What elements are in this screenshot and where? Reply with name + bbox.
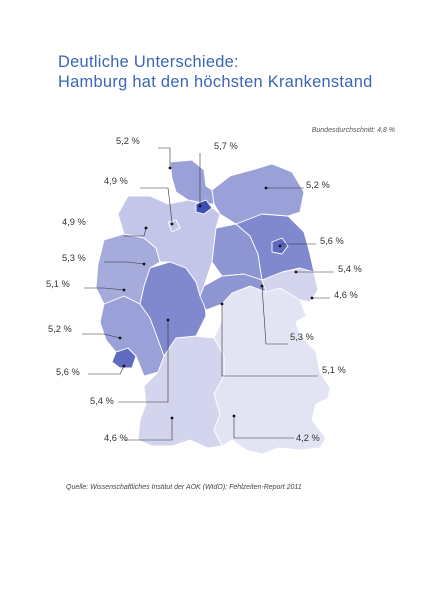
state-schleswig-holstein[interactable] bbox=[169, 159, 215, 205]
svg-text:5,1 %: 5,1 % bbox=[46, 279, 70, 289]
label-nrw-top: 5,3 % bbox=[62, 253, 146, 266]
svg-text:4,9 %: 4,9 % bbox=[104, 176, 128, 186]
label-nds: 4,9 % bbox=[62, 217, 148, 237]
svg-text:5,2 %: 5,2 % bbox=[306, 180, 330, 190]
label-bln: 5,6 % bbox=[278, 236, 344, 248]
source-note: Quelle: Wissenschaftliches Institut der … bbox=[66, 484, 302, 491]
svg-text:4,9 %: 4,9 % bbox=[62, 217, 86, 227]
svg-text:5,4 %: 5,4 % bbox=[338, 264, 362, 274]
svg-text:5,2 %: 5,2 % bbox=[48, 324, 72, 334]
svg-text:4,6 %: 4,6 % bbox=[334, 290, 358, 300]
svg-text:5,3 %: 5,3 % bbox=[62, 253, 86, 263]
svg-text:5,2 %: 5,2 % bbox=[116, 136, 140, 146]
label-hb: 4,9 % bbox=[104, 176, 174, 226]
state-baden-wuerttemberg[interactable] bbox=[137, 335, 225, 449]
svg-text:5,4 %: 5,4 % bbox=[90, 396, 114, 406]
map-title: Deutliche Unterschiede: Hamburg hat den … bbox=[58, 52, 373, 92]
title-line-2: Hamburg hat den höchsten Krankenstand bbox=[58, 73, 373, 91]
label-bb: 5,4 % bbox=[294, 264, 362, 274]
label-hh: 5,7 % bbox=[198, 141, 238, 208]
national-average-note: Bundesdurchschnitt: 4,8 % bbox=[311, 127, 395, 134]
svg-text:4,6 %: 4,6 % bbox=[104, 433, 128, 443]
label-st: 5,3 % bbox=[260, 284, 314, 345]
svg-text:5,6 %: 5,6 % bbox=[320, 236, 344, 246]
label-he: 5,4 % bbox=[90, 318, 170, 406]
label-sn: 4,6 % bbox=[310, 290, 358, 300]
label-sh: 5,2 % bbox=[116, 136, 172, 170]
label-nrw: 5,1 % bbox=[46, 279, 126, 292]
label-bw: 4,6 % bbox=[104, 416, 174, 443]
label-sl: 5,6 % bbox=[56, 364, 126, 377]
svg-text:5,6 %: 5,6 % bbox=[56, 367, 80, 377]
title-line-1: Deutliche Unterschiede: bbox=[58, 53, 239, 71]
svg-text:4,2 %: 4,2 % bbox=[296, 433, 320, 443]
state-bremen[interactable] bbox=[167, 219, 181, 233]
label-rp: 5,2 % bbox=[48, 324, 122, 340]
label-by-south: 4,2 % bbox=[232, 414, 320, 443]
svg-text:5,7 %: 5,7 % bbox=[214, 141, 238, 151]
svg-text:5,3 %: 5,3 % bbox=[290, 332, 314, 342]
svg-text:5,1 %: 5,1 % bbox=[322, 365, 346, 375]
label-by: 5,1 % bbox=[220, 302, 346, 377]
state-bayern[interactable] bbox=[213, 285, 331, 455]
state-mecklenburg-vorpommern[interactable] bbox=[211, 163, 305, 225]
label-mv: 5,2 % bbox=[264, 180, 330, 190]
